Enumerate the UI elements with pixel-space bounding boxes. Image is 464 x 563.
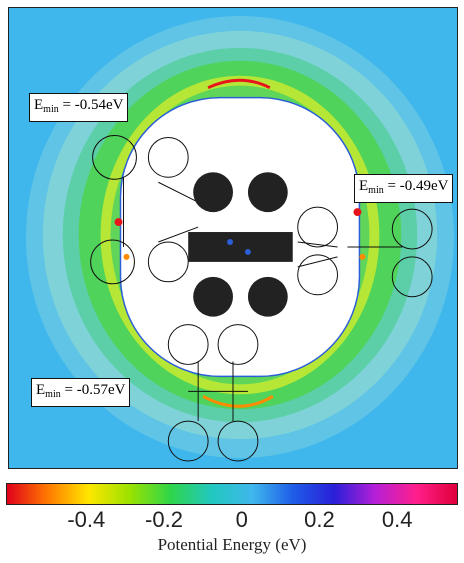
colorbar-tick-label: 0 [235, 507, 248, 532]
colorbar-ticks: -0.4 -0.2 0 0.2 0.4 [6, 507, 458, 535]
hotspot-left-1 [114, 218, 123, 227]
energy-surface-plot [25, 15, 455, 462]
colorbar-tick-label: -0.4 [67, 507, 106, 532]
colorbar [6, 483, 458, 505]
label-emin-bottom-left: Emin = -0.57eV [31, 378, 131, 407]
ligand-chains [90, 134, 433, 462]
colorbar-tick-label: 0.4 [381, 507, 413, 532]
central-molecule [188, 172, 293, 317]
label-emin-right: Emin = -0.49eV [354, 174, 454, 203]
potential-energy-map: Emin = -0.54eV Emin = -0.49eV Emin = -0.… [8, 7, 458, 469]
hotspot-bottom [202, 394, 274, 408]
hotspot-left-2 [123, 253, 130, 260]
colorbar-tick-label: 0.2 [304, 507, 335, 532]
hotspot-right-2 [359, 253, 366, 260]
colorbar-tick-label: -0.2 [145, 507, 183, 532]
colorbar-label: Potential Energy (eV) [157, 535, 307, 554]
hotspot-top [207, 78, 271, 90]
label-emin-top-left: Emin = -0.54eV [29, 93, 129, 122]
hotspot-right-1 [353, 208, 362, 217]
